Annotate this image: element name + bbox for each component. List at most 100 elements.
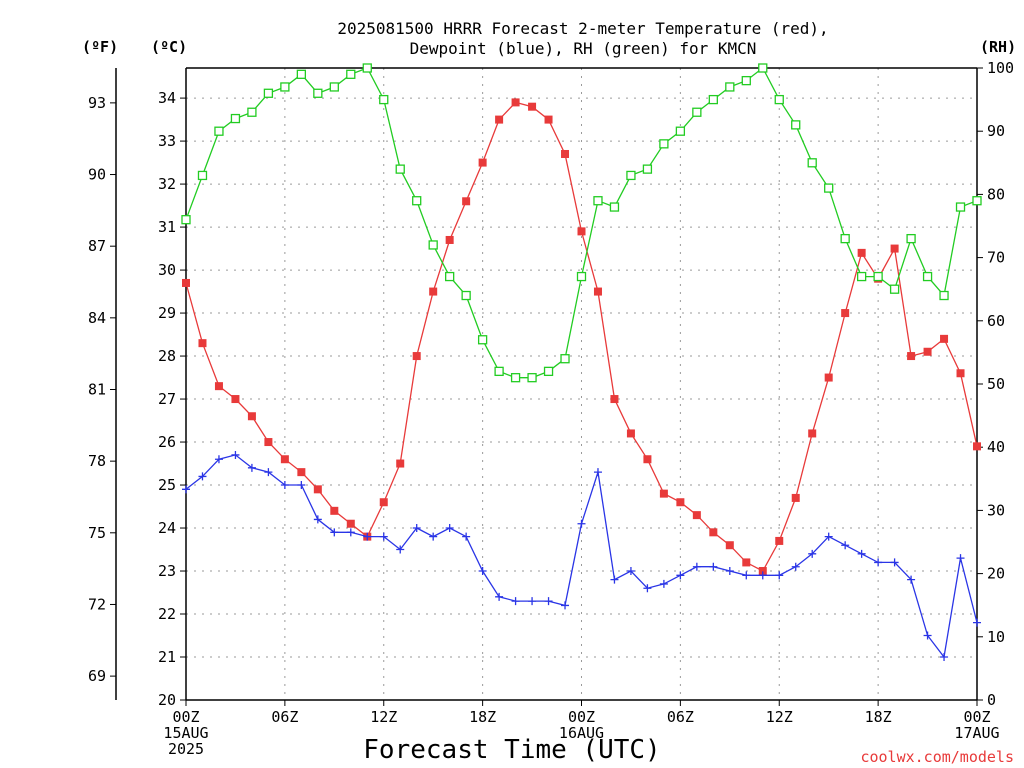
dewpoint-point <box>330 528 339 537</box>
temperature-point <box>198 339 207 348</box>
rh-tick-label: 100 <box>987 59 1014 77</box>
x-tick-label: 00Z <box>963 708 990 726</box>
temperature-point <box>214 382 223 391</box>
temperature-point <box>429 287 438 296</box>
x-tick-label: 18Z <box>865 708 892 726</box>
celsius-unit-label: (ºC) <box>151 38 187 56</box>
fahrenheit-tick-label: 90 <box>88 166 106 184</box>
celsius-tick-label: 22 <box>158 605 176 623</box>
celsius-tick-label: 31 <box>158 218 176 236</box>
axes <box>110 67 983 706</box>
dewpoint-point <box>396 545 405 554</box>
temperature-point <box>379 498 388 507</box>
x-tick-label: 06Z <box>667 708 694 726</box>
temperature-point <box>824 373 833 382</box>
rh-point <box>379 94 389 105</box>
rh-point <box>313 88 323 98</box>
rh-line <box>185 67 978 379</box>
celsius-tick-label: 20 <box>158 691 176 709</box>
celsius-tick-label: 24 <box>158 519 176 537</box>
rh-point <box>362 63 372 73</box>
fahrenheit-tick-label: 84 <box>88 309 106 327</box>
rh-point <box>247 107 257 117</box>
rh-tick-label: 60 <box>987 312 1005 330</box>
rh-tick-label: 50 <box>987 375 1005 393</box>
fahrenheit-tick-label: 78 <box>88 452 106 470</box>
rh-point <box>197 170 208 181</box>
temperature-point <box>247 412 256 421</box>
temperature-point <box>923 347 932 356</box>
rh-point <box>230 113 241 124</box>
temperature-point <box>412 352 421 361</box>
rh-point <box>675 126 686 136</box>
temperature-point <box>330 506 339 515</box>
dewpoint-point <box>346 528 355 537</box>
celsius-tick-label: 32 <box>158 175 176 193</box>
temperature-point <box>676 498 685 507</box>
rh-point <box>873 271 883 282</box>
fahrenheit-tick-label: 93 <box>88 94 106 112</box>
dewpoint-point <box>593 468 602 477</box>
data-series <box>181 63 982 662</box>
rh-point <box>576 271 587 282</box>
rh-point <box>494 366 504 377</box>
dewpoint-point <box>709 562 718 571</box>
temperature-point <box>577 227 586 236</box>
rh-unit-label: (RH) <box>980 38 1016 56</box>
rh-point <box>214 126 224 136</box>
rh-point <box>527 373 537 383</box>
dewpoint-point <box>412 524 421 533</box>
temperature-point <box>890 244 899 253</box>
dewpoint-point <box>742 571 751 580</box>
temperature-point <box>495 115 504 124</box>
celsius-tick-label: 25 <box>158 476 176 494</box>
x-tick-label: 06Z <box>271 708 298 726</box>
dewpoint-point <box>758 571 767 580</box>
fahrenheit-tick-label: 75 <box>88 524 106 542</box>
dewpoint-point <box>808 549 817 558</box>
x-axis-label: Forecast Time (UTC) <box>363 735 660 765</box>
x-tick-label: 15AUG <box>163 724 208 742</box>
dewpoint-point <box>890 558 899 567</box>
rh-tick-label: 30 <box>987 501 1005 519</box>
x-tick-label: 12Z <box>766 708 793 726</box>
rh-point <box>461 290 471 301</box>
temperature-point <box>396 459 405 468</box>
rh-point <box>593 196 603 206</box>
rh-point <box>329 82 339 92</box>
rh-point <box>181 215 191 225</box>
dewpoint-point <box>956 554 965 563</box>
rh-point <box>889 284 900 294</box>
rh-point <box>741 75 751 86</box>
rh-point <box>626 170 636 181</box>
dewpoint-point <box>973 618 981 627</box>
rh-point <box>774 94 784 105</box>
x-tick-label: 00Z <box>172 708 199 726</box>
dewpoint-point <box>429 532 438 541</box>
temperature-point <box>593 287 602 296</box>
rh-point <box>346 69 356 79</box>
temperature-point <box>758 567 767 576</box>
temperature-point <box>478 158 487 167</box>
temperature-point <box>280 455 289 464</box>
fahrenheit-tick-label: 72 <box>88 595 106 613</box>
dewpoint-point <box>313 515 322 524</box>
dewpoint-point <box>659 579 668 588</box>
temperature-point <box>643 455 652 464</box>
dewpoint-point <box>561 601 570 610</box>
temperature-point <box>610 395 619 404</box>
temperature-point <box>808 429 817 438</box>
dewpoint-point <box>791 562 800 571</box>
dewpoint-point <box>775 571 784 580</box>
dewpoint-point <box>363 532 372 541</box>
dewpoint-point <box>610 575 619 584</box>
fahrenheit-tick-label: 87 <box>88 237 106 255</box>
dewpoint-point <box>923 631 932 640</box>
rh-tick-label: 40 <box>987 438 1005 456</box>
dewpoint-point <box>544 597 553 606</box>
temperature-point <box>462 197 471 206</box>
dewpoint-point <box>841 541 850 550</box>
temperature-point <box>544 115 553 124</box>
celsius-tick-label: 27 <box>158 390 176 408</box>
